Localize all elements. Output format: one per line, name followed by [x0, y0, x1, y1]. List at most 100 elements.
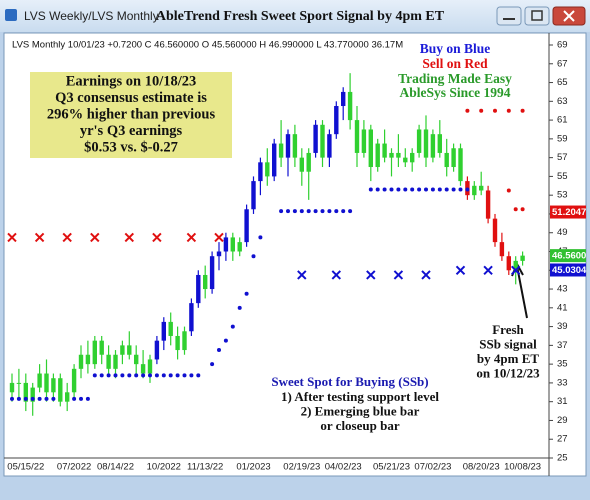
y-tick-label: 37	[557, 340, 568, 351]
candle-body	[37, 373, 42, 388]
candle-body	[140, 364, 146, 374]
support-dot	[410, 187, 415, 192]
support-dot	[306, 209, 311, 214]
candle-body	[196, 274, 201, 304]
support-dot	[141, 373, 146, 378]
earnings-line: 296% higher than previous	[47, 106, 216, 122]
y-tick-label: 31	[557, 396, 568, 407]
support-dot	[148, 373, 152, 378]
price-tag	[550, 263, 586, 277]
y-tick-label: 49	[557, 227, 568, 238]
support-dot	[451, 187, 456, 192]
support-dot	[299, 209, 304, 214]
candle-body	[375, 143, 380, 168]
candle-body	[120, 345, 125, 355]
support-dot	[182, 373, 187, 378]
candle-body	[265, 162, 270, 177]
x-mark	[90, 232, 100, 243]
minimize-button[interactable]	[496, 6, 522, 26]
sell-dot	[520, 207, 525, 212]
legend-entry: Trading Made Easy	[398, 71, 512, 86]
candle-body	[30, 387, 35, 402]
candle-body	[244, 209, 249, 243]
price-tag-label: 51.2047	[552, 207, 586, 218]
candle-body	[154, 340, 160, 360]
candle-body	[285, 134, 291, 158]
candle-body	[51, 378, 56, 393]
candle-body	[437, 134, 442, 153]
fresh-note: Fresh	[492, 322, 524, 337]
candle-body	[444, 152, 449, 168]
y-tick-label: 39	[557, 321, 568, 332]
y-tick-label: 59	[557, 133, 568, 144]
earnings-line: Q3 consensus estimate is	[55, 90, 207, 106]
x-mark	[331, 270, 342, 280]
y-tick-label: 67	[557, 58, 568, 69]
window-title: LVS Weekly/LVS Monthly	[24, 9, 159, 23]
ssb-line: or closeup bar	[320, 418, 399, 433]
x-tick-label: 10/08/23	[504, 462, 541, 473]
x-mark	[214, 232, 224, 243]
x-tick-label: 10/2022	[147, 462, 181, 473]
support-dot	[230, 324, 235, 329]
candle-body	[320, 124, 325, 158]
support-dot	[396, 187, 401, 192]
earnings-box	[30, 72, 232, 158]
maximize-button[interactable]	[524, 6, 550, 26]
candle-body	[134, 354, 139, 365]
y-tick-label: 63	[557, 96, 568, 107]
earnings-line: yr's Q3 earnings	[80, 123, 183, 139]
earnings-line: $0.53 vs. $-0.27	[84, 139, 178, 155]
candle-body	[58, 378, 63, 402]
support-dot	[23, 396, 28, 401]
price-tag-label: 46.5600	[552, 251, 586, 262]
y-tick-label: 43	[557, 284, 568, 295]
x-mark	[297, 270, 307, 280]
candle-body	[272, 143, 277, 177]
support-dot	[106, 373, 111, 378]
support-dot	[313, 209, 318, 214]
candle-body	[203, 274, 208, 290]
support-dot	[217, 348, 221, 353]
candle-body	[292, 134, 298, 158]
candle-body	[458, 148, 463, 182]
candle-body	[347, 91, 353, 121]
support-dot	[258, 235, 263, 240]
x-mark	[455, 265, 466, 275]
support-dot	[424, 187, 428, 192]
fresh-note: by 4pm ET	[477, 351, 539, 366]
candle-body	[403, 157, 408, 163]
candle-body	[251, 181, 256, 210]
support-dot	[389, 187, 394, 192]
sell-dot	[513, 207, 518, 212]
support-dot	[168, 373, 173, 378]
y-tick-label: 57	[557, 152, 568, 163]
support-dot	[79, 396, 83, 401]
y-tick-label: 29	[557, 415, 568, 426]
sell-dot	[506, 188, 511, 193]
support-dot	[120, 373, 125, 378]
x-tick-label: 05/21/23	[373, 462, 410, 473]
candle-body	[209, 256, 215, 290]
sell-dot	[506, 108, 511, 113]
candle-body	[313, 124, 318, 153]
candle-body	[485, 190, 491, 219]
y-tick-label: 61	[557, 115, 568, 126]
candle-body	[71, 368, 77, 393]
y-tick-label: 55	[557, 171, 568, 182]
candle-body	[361, 129, 367, 153]
x-tick-label: 04/02/23	[325, 462, 362, 473]
candle-body	[230, 237, 235, 252]
candle-body	[327, 134, 332, 158]
support-dot	[403, 187, 408, 192]
y-tick-label: 41	[557, 302, 568, 313]
y-tick-label: 27	[557, 434, 568, 445]
y-tick-label: 25	[557, 453, 568, 464]
app-icon	[5, 9, 17, 21]
candle-body	[147, 359, 153, 374]
x-tick-label: 05/15/22	[7, 462, 44, 473]
maximize-icon	[531, 10, 543, 21]
sell-dot	[465, 108, 470, 113]
candle-body	[99, 340, 104, 355]
support-dot	[465, 187, 470, 192]
